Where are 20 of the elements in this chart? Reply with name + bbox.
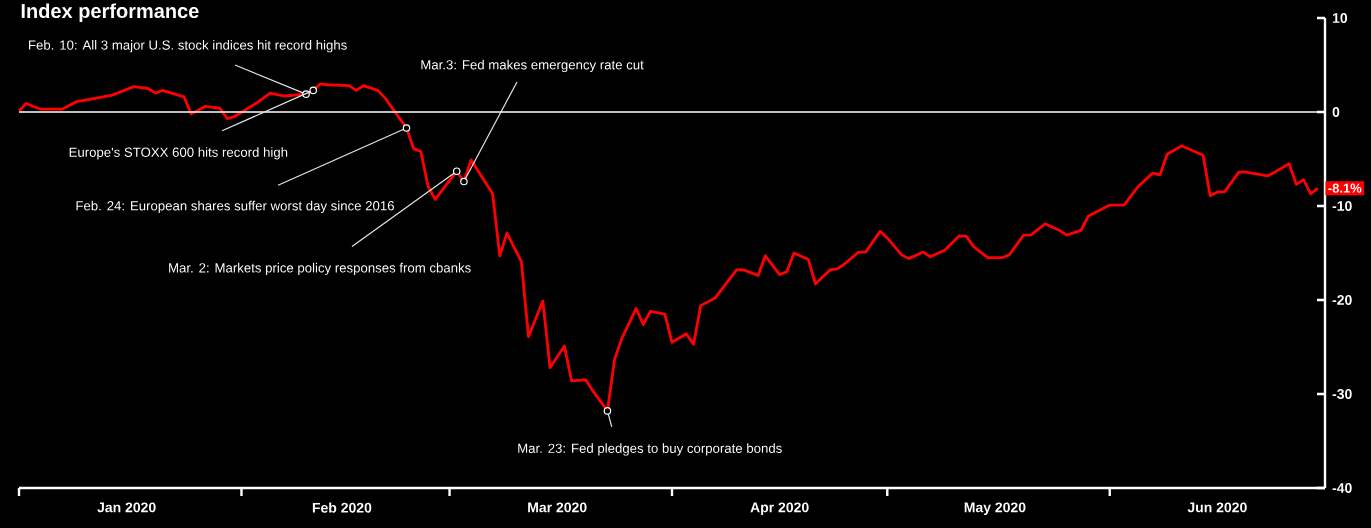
x-tick-label: Jan 2020 [97, 502, 156, 513]
y-tick-label: -30 [1332, 389, 1352, 399]
data-label: -8.1% [1328, 183, 1362, 193]
chart-title: Index performance [21, 3, 199, 23]
x-tick-label: Apr 2020 [750, 502, 809, 516]
y-tick-label: -10 [1332, 201, 1352, 211]
annotation: Feb. 24: European shares suffer worst day since 2016 [76, 200, 394, 214]
annotation: Feb. 10: All 3 major U.S. stock indices hit record highs [29, 40, 347, 53]
annotation: Europe's STOXX 600 hits record high [69, 147, 288, 160]
y-tick-label: -20 [1332, 295, 1352, 305]
x-tick-label: Feb 2020 [312, 502, 372, 513]
x-tick-label: Mar 2020 [528, 502, 587, 513]
annotation: Mar.3: Fed makes emergency rate cut [421, 59, 644, 73]
y-tick-label: 10 [1332, 13, 1348, 23]
y-tick-label: -40 [1332, 483, 1352, 493]
annotation: Mar. 23: Fed pledges to buy corporate bonds [518, 443, 782, 456]
annotation: Mar. 2: Markets price policy responses from cbanks [169, 262, 471, 276]
y-tick-label: 0 [1332, 107, 1340, 117]
x-tick-label: Jun 2020 [1187, 502, 1247, 513]
x-tick-label: May 2020 [964, 502, 1026, 516]
